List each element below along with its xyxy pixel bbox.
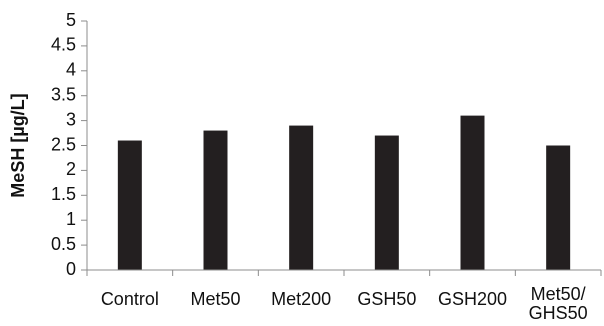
x-tick-label: Met200 (271, 289, 331, 309)
y-tick-label: 2 (66, 159, 76, 179)
x-tick-label: GSH50 (357, 289, 416, 309)
x-tick-label: GHS50 (529, 303, 588, 323)
x-tick-label: Control (101, 289, 159, 309)
y-tick-label: 0 (66, 259, 76, 279)
bar (289, 125, 314, 270)
y-tick-label: 0.5 (51, 234, 76, 254)
y-axis-title: MeSH [µg/L] (8, 93, 28, 197)
y-tick-label: 1 (66, 209, 76, 229)
y-tick-label: 4 (66, 60, 76, 80)
bar (460, 115, 485, 271)
plot-area (117, 115, 571, 271)
y-tick-label: 2.5 (51, 134, 76, 154)
bar (117, 140, 142, 270)
tick-labels: 0 0.5 1 1.5 2 2.5 3 3.5 4 4.5 5 Control Met50 Met200 G… (51, 10, 588, 323)
y-tick-label: 4.5 (51, 35, 76, 55)
y-tick-label: 3 (66, 109, 76, 129)
axes (81, 20, 602, 276)
y-tick-label: 5 (66, 10, 76, 30)
bar (374, 135, 399, 270)
x-tick-label: Met50 (190, 289, 240, 309)
y-tick-label: 1.5 (51, 184, 76, 204)
y-tick-label: 3.5 (51, 84, 76, 104)
x-tick-label: Met50/ (531, 284, 586, 304)
x-tick-label: GSH200 (438, 289, 507, 309)
bar (203, 130, 228, 270)
bar (546, 145, 571, 270)
